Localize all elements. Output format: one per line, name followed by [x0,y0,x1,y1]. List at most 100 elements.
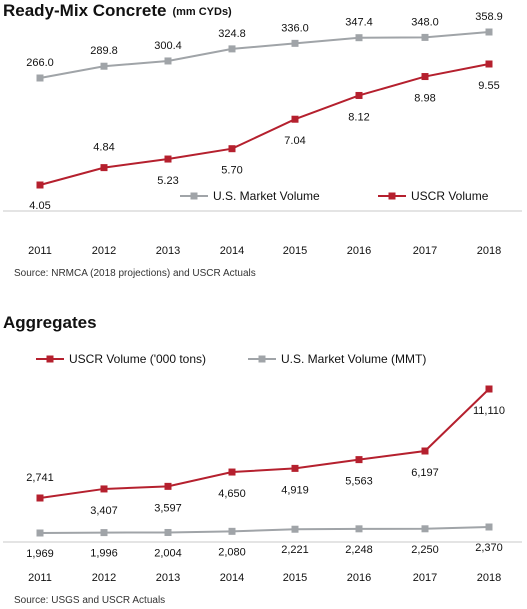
data-label: 8.12 [348,111,369,123]
data-label: 289.8 [90,45,118,57]
series-line [39,63,490,186]
data-label: 3,597 [154,502,182,514]
data-point [228,145,236,153]
data-point [485,28,493,36]
data-label: 358.9 [475,11,503,23]
legend-marker [388,192,396,200]
data-point [36,529,44,537]
data-point [421,525,429,533]
x-tick-label: 2017 [413,245,437,257]
data-point [421,33,429,41]
data-label: 3,407 [90,505,118,517]
data-label: 300.4 [154,40,182,52]
data-point [291,115,299,123]
chart2-plot: 2,741 3,407 3,597 4,650 4,919 5,563 6,197 11,11… [26,385,505,560]
data-label: 4,919 [281,484,309,496]
data-point [228,468,236,476]
data-point [36,181,44,189]
legend-marker [258,355,266,363]
x-tick-label: 2015 [283,572,307,584]
data-label: 1,996 [90,548,118,560]
data-label: 2,248 [345,544,373,556]
data-point [164,528,172,536]
data-point [355,34,363,42]
legend-label: U.S. Market Volume (MMT) [281,352,426,366]
data-label: 4,650 [218,488,246,500]
chart1-legend: U.S. Market Volume USCR Volume [180,189,489,203]
data-point [164,57,172,65]
data-point [100,529,108,537]
data-label: 8.98 [414,93,435,105]
x-tick-label: 2017 [413,572,437,584]
data-label: 5.70 [221,165,242,177]
chart1-plot: 266.0 289.8 300.4 324.8 336.0 347.4 348.0 358.9… [26,11,503,212]
data-point [291,39,299,47]
x-tick-label: 2011 [28,572,52,584]
data-point [291,464,299,472]
data-label: 2,250 [411,544,439,556]
data-point [164,155,172,163]
x-tick-label: 2015 [283,245,307,257]
data-point [228,45,236,53]
data-label: 5.23 [157,175,178,187]
x-tick-label: 2013 [156,572,180,584]
data-label: 4.84 [93,142,114,154]
chart2-source: Source: USGS and USCR Actuals [14,595,165,606]
data-label: 5,563 [345,476,373,488]
data-point [100,164,108,172]
data-label: 2,741 [26,472,54,484]
data-point [355,91,363,99]
x-tick-label: 2016 [347,572,371,584]
data-point [421,73,429,81]
series-line [39,31,490,79]
data-point [485,385,493,393]
data-point [485,523,493,531]
x-tick-label: 2012 [92,572,116,584]
chart1-subtitle: (mm CYDs) [172,6,232,18]
data-point [36,74,44,82]
data-label: 2,221 [281,544,309,556]
x-tick-label: 2014 [220,572,244,584]
chart2-title: Aggregates [3,313,97,332]
chart1-source: Source: NRMCA (2018 projections) and USC… [14,268,256,279]
data-label: 266.0 [26,57,54,69]
data-point [36,494,44,502]
data-label: 2,004 [154,547,182,559]
x-tick-label: 2018 [477,572,501,584]
legend-label: USCR Volume ('000 tons) [69,352,206,366]
data-label: 2,080 [218,546,246,558]
data-point [355,456,363,464]
legend-label: U.S. Market Volume [213,189,320,203]
chart2-legend: USCR Volume ('000 tons) U.S. Market Volum… [36,352,426,366]
x-tick-label: 2012 [92,245,116,257]
data-point [100,62,108,70]
series-line [39,388,490,499]
legend-label: USCR Volume [411,189,489,203]
series-line [39,526,490,534]
x-tick-label: 2016 [347,245,371,257]
data-label: 6,197 [411,467,439,479]
data-label: 9.55 [478,80,499,92]
data-label: 7.04 [284,135,305,147]
data-point [164,482,172,490]
data-point [421,447,429,455]
data-point [228,527,236,535]
data-point [291,525,299,533]
chart1-title: Ready-Mix Concrete [3,1,166,20]
x-tick-label: 2018 [477,245,501,257]
data-label: 11,110 [473,405,505,417]
data-label: 336.0 [281,22,309,34]
x-tick-label: 2013 [156,245,180,257]
data-label: 348.0 [411,16,439,28]
legend-marker [46,355,54,363]
legend-marker [190,192,198,200]
data-label: 4.05 [29,200,50,212]
x-tick-label: 2014 [220,245,244,257]
data-point [485,60,493,68]
data-point [355,525,363,533]
data-label: 2,370 [475,542,503,554]
data-label: 324.8 [218,28,246,40]
data-label: 1,969 [26,548,54,560]
x-tick-label: 2011 [28,245,52,257]
